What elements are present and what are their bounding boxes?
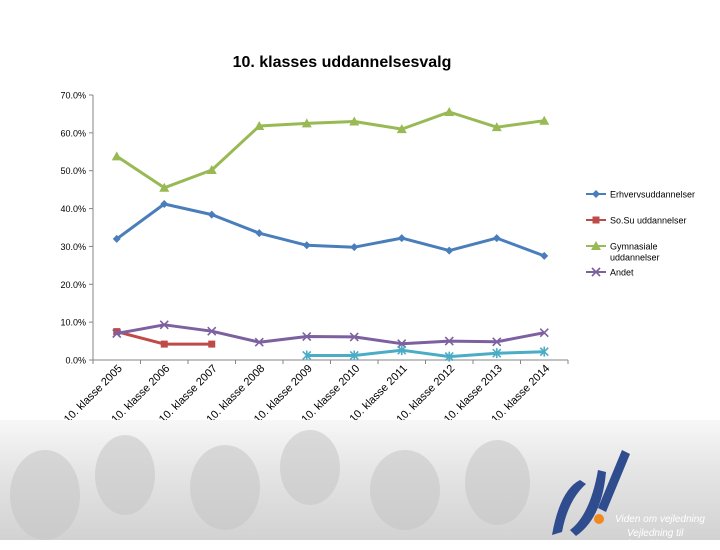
series-line-series-4 [306, 348, 545, 359]
data-point-erhvervsuddannelser [445, 246, 454, 255]
person-silhouette [280, 430, 340, 505]
data-point-andet [349, 332, 359, 342]
y-tick-label: 10.0% [60, 318, 86, 328]
data-point-andet [539, 328, 549, 338]
data-point-series-4 [444, 351, 454, 362]
data-point-andet [159, 320, 169, 330]
data-point-gymnasiale-uddannelser [206, 164, 217, 174]
data-point-series-4 [349, 350, 359, 361]
data-point-gymnasiale-uddannelser [301, 118, 312, 128]
data-point-gymnasiale-uddannelser [159, 182, 170, 192]
data-point-andet [302, 331, 312, 342]
y-tick-label: 50.0% [60, 166, 86, 176]
data-point-erhvervsuddannelser [160, 200, 169, 209]
data-point-erhvervsuddannelser [397, 234, 406, 243]
legend-marker-gymnasiale-uddannelser [591, 241, 601, 250]
tagline-line-1: Viden om vejledning [615, 514, 705, 525]
line-chart: 0.0%10.0%20.0%30.0%40.0%50.0%60.0%70.0%1… [60, 91, 695, 421]
y-tick-label: 0.0% [65, 356, 86, 366]
data-point-series-4 [397, 345, 407, 356]
legend-marker-so-su-uddannelser [592, 216, 600, 224]
data-point-series-4 [539, 346, 549, 357]
data-point-so-su-uddannelser [208, 340, 216, 348]
y-tick-label: 30.0% [60, 242, 86, 252]
data-point-erhvervsuddannelser [112, 234, 121, 243]
person-silhouette [190, 445, 260, 530]
y-tick-label: 70.0% [60, 91, 86, 101]
data-point-erhvervsuddannelser [350, 243, 359, 252]
series-line-gymnasiale-uddannelser [115, 110, 545, 190]
data-point-andet [444, 336, 454, 346]
chart-title: 10. klasses uddannelsesvalg [232, 54, 452, 71]
data-point-andet [112, 328, 122, 339]
y-tick-label: 40.0% [60, 204, 86, 214]
person-silhouette [95, 435, 155, 515]
data-point-series-4 [302, 350, 312, 361]
data-point-so-su-uddannelser [160, 340, 168, 348]
tagline-line-2: Vejledning til fremtiden! [627, 528, 684, 550]
data-point-andet [492, 337, 502, 347]
data-point-gymnasiale-uddannelser [491, 122, 502, 132]
legend-marker-erhvervsuddannelser [592, 190, 600, 198]
juv-logo [552, 450, 630, 536]
data-point-gymnasiale-uddannelser [254, 121, 265, 131]
data-point-erhvervsuddannelser [540, 251, 549, 260]
data-point-andet [207, 326, 217, 336]
data-point-so-su-uddannelser [113, 328, 121, 336]
data-point-gymnasiale-uddannelser [539, 115, 550, 125]
y-tick-label: 60.0% [60, 128, 86, 138]
data-point-erhvervsuddannelser [302, 241, 311, 250]
data-point-gymnasiale-uddannelser [349, 116, 360, 126]
data-point-gymnasiale-uddannelser [111, 151, 122, 161]
y-tick-label: 20.0% [60, 280, 86, 290]
legend-label-so-su-uddannelser: So.Su uddannelser [610, 216, 687, 226]
data-point-gymnasiale-uddannelser [444, 107, 455, 117]
person-silhouette [10, 450, 80, 540]
data-point-erhvervsuddannelser [255, 229, 264, 238]
legend-label-erhvervsuddannelser: Erhvervsuddannelser [610, 190, 695, 200]
legend-marker-andet [591, 267, 601, 277]
data-point-series-4 [492, 348, 502, 359]
series-line-erhvervsuddannelser [115, 202, 545, 258]
data-point-erhvervsuddannelser [207, 210, 216, 219]
data-point-gymnasiale-uddannelser [396, 124, 407, 134]
footer-photo-collage: Viden om vejledning Vejledning til fremt… [0, 420, 720, 550]
series-line-andet [116, 323, 545, 346]
legend-label-andet: Andet [610, 268, 634, 278]
person-silhouette [370, 450, 440, 530]
person-silhouette [465, 440, 530, 525]
data-point-andet [254, 337, 264, 347]
legend-label-gymnasiale-uddannelser: Gymnasiale uddannelser [610, 242, 660, 263]
data-point-erhvervsuddannelser [492, 234, 501, 243]
